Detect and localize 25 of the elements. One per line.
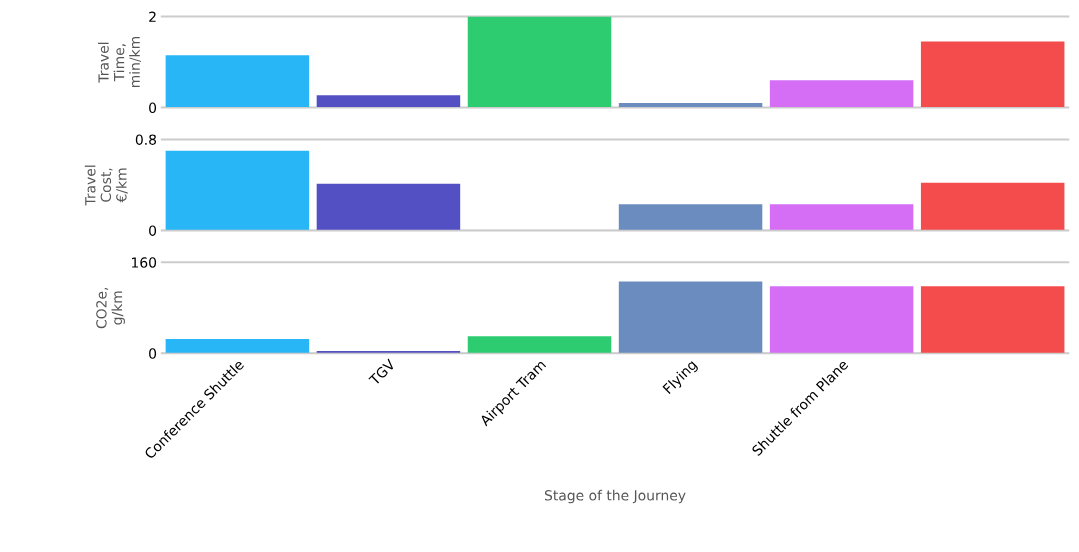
bar	[165, 339, 310, 354]
bar	[920, 182, 1065, 231]
y-tick-label: 2	[149, 11, 156, 22]
bar	[920, 41, 1065, 108]
bar	[920, 286, 1065, 354]
y-tick-label: 0	[149, 225, 157, 236]
y-tick-label: 0	[149, 102, 157, 114]
y-tick-label: 160	[132, 257, 157, 268]
y-axis-title: CO2e, g/km	[96, 287, 125, 329]
bar	[165, 150, 310, 231]
bar	[165, 55, 310, 108]
bar	[316, 183, 461, 231]
y-axis-title: Travel Cost, €/km	[84, 165, 128, 206]
bar	[316, 95, 461, 108]
bar	[618, 204, 763, 231]
x-axis-title: Stage of the Journey	[544, 489, 686, 504]
bar	[618, 281, 763, 354]
y-axis-title: Travel Time, min/km	[98, 37, 141, 88]
bar	[769, 80, 914, 108]
y-tick-label: 0	[149, 348, 157, 359]
bar	[467, 16, 612, 108]
bar	[769, 204, 914, 231]
bar	[769, 286, 914, 354]
bar	[467, 336, 612, 354]
y-tick-label: 0.8	[135, 134, 157, 145]
